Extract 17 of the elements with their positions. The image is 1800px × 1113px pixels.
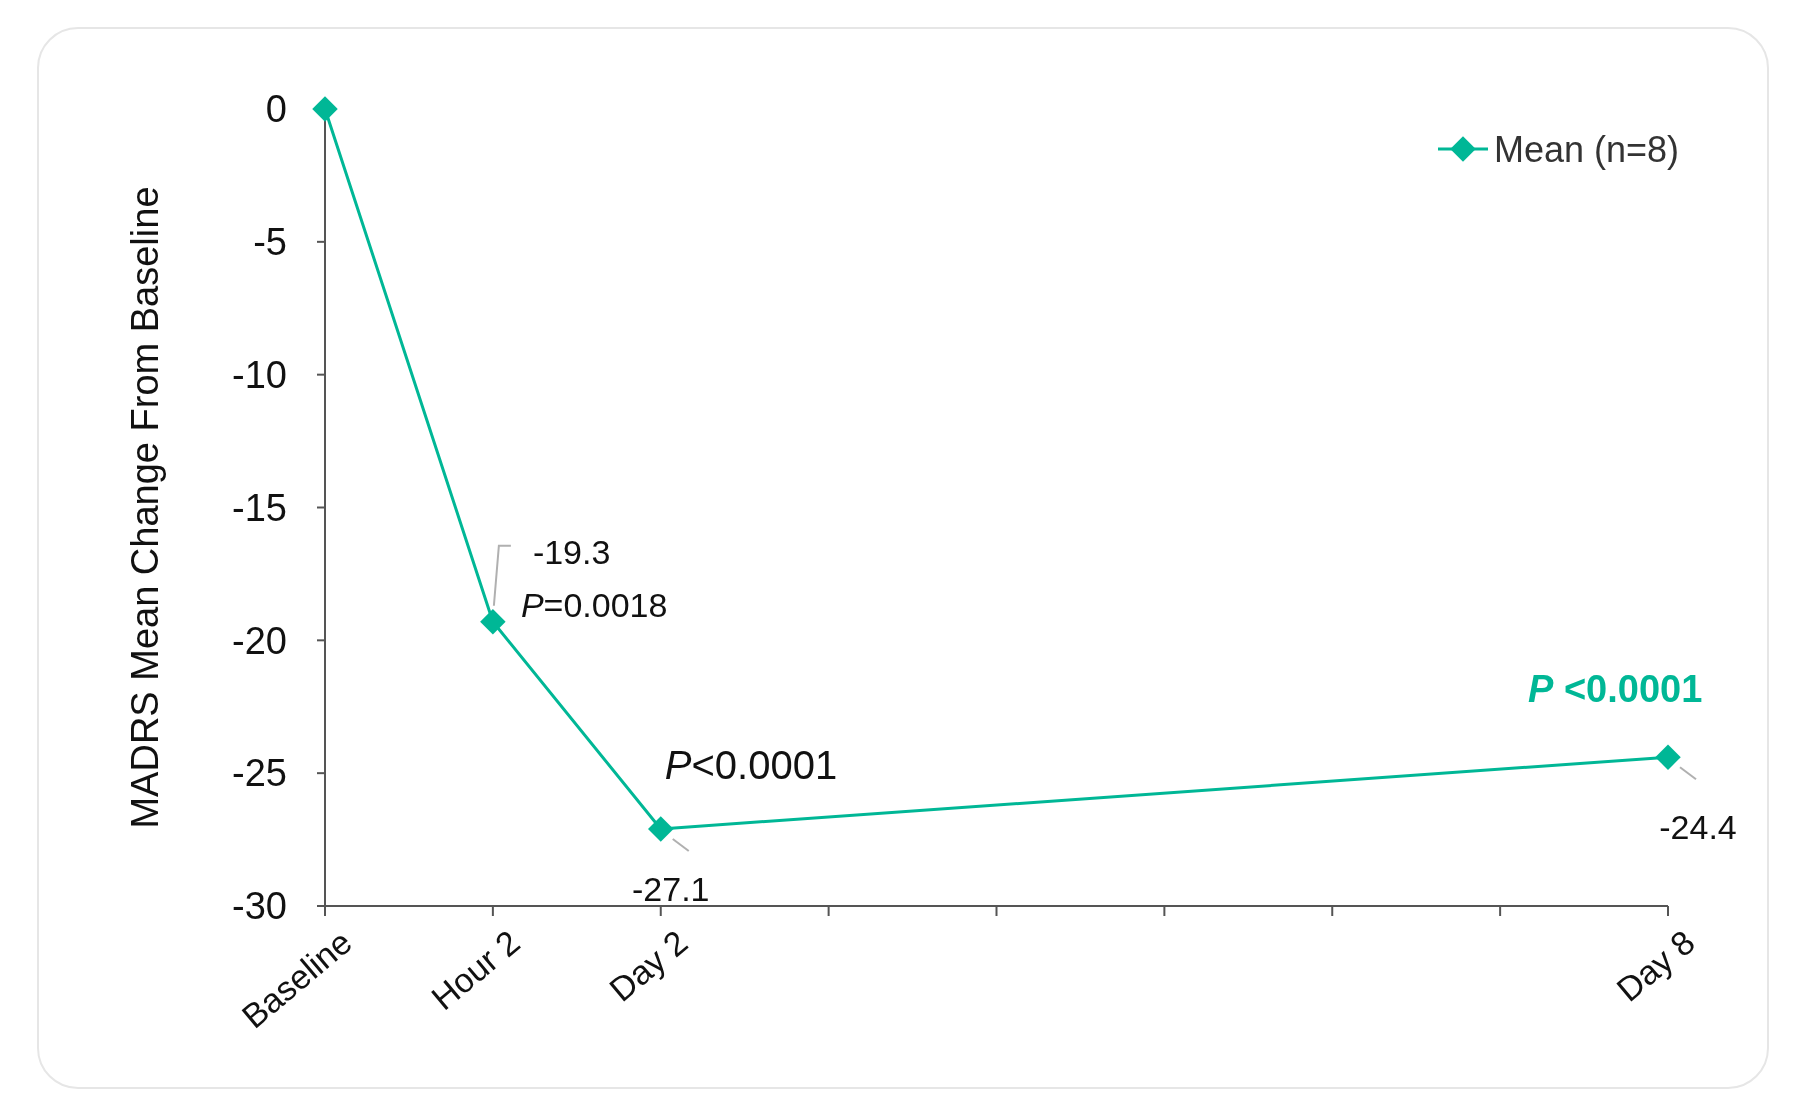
x-tick-label: Day 8: [1609, 922, 1702, 1009]
legend-label: Mean (n=8): [1494, 128, 1680, 170]
annotation: P=0.0018: [520, 585, 668, 624]
y-tick-label: -10: [232, 353, 287, 396]
data-label: -24.4: [1659, 808, 1737, 847]
data-label: -19.3: [532, 532, 611, 571]
annotation: P <0.0001: [1528, 668, 1703, 711]
y-tick-label: -15: [232, 486, 287, 529]
y-tick-label: -25: [232, 752, 287, 795]
data-label: -27.1: [632, 869, 710, 908]
y-tick-label: 0: [265, 88, 287, 131]
y-tick-label: -5: [253, 221, 287, 264]
y-axis-title: MADRS Mean Change From Baseline: [124, 186, 166, 829]
y-tick-label: -30: [232, 885, 287, 928]
y-tick-label: -20: [232, 619, 287, 662]
annotation: P<0.0001: [664, 742, 838, 787]
x-tick-label: Day 2: [602, 922, 695, 1009]
